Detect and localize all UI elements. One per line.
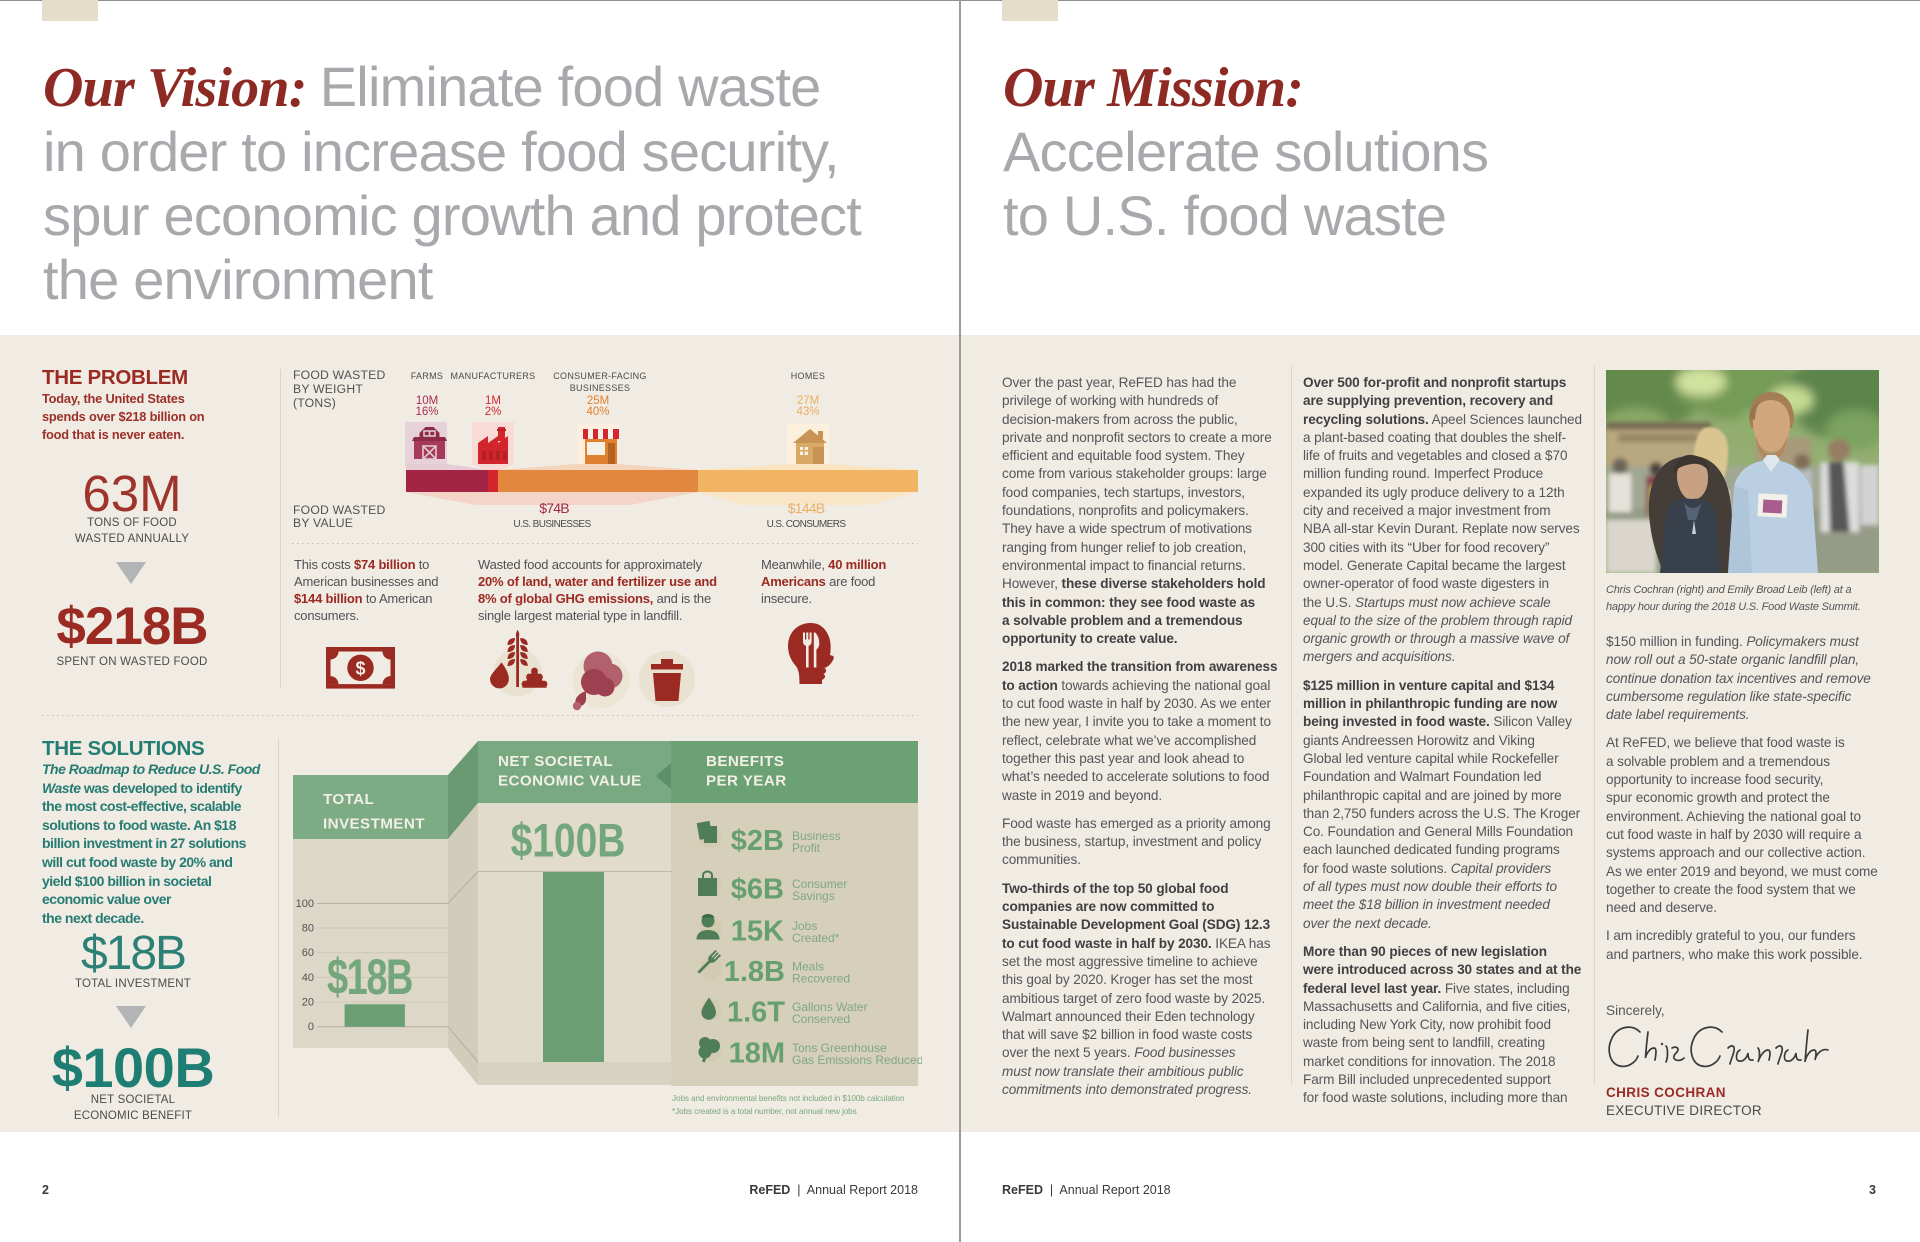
svg-text:1.6T: 1.6T bbox=[727, 997, 785, 1029]
svg-text:ECONOMIC VALUE: ECONOMIC VALUE bbox=[498, 773, 642, 790]
svg-text:NET SOCIETAL: NET SOCIETAL bbox=[498, 753, 613, 770]
svg-text:Jobs: Jobs bbox=[792, 919, 817, 933]
svg-text:TOTAL: TOTAL bbox=[323, 791, 374, 808]
svg-text:15K: 15K bbox=[731, 916, 784, 948]
svg-text:0: 0 bbox=[308, 1021, 314, 1033]
svg-text:20: 20 bbox=[302, 997, 314, 1009]
svg-text:PER YEAR: PER YEAR bbox=[706, 773, 787, 790]
svg-text:40: 40 bbox=[302, 972, 314, 984]
svg-text:Consumer: Consumer bbox=[792, 877, 847, 891]
svg-text:Tons Greenhouse: Tons Greenhouse bbox=[792, 1041, 887, 1055]
svg-text:$6B: $6B bbox=[731, 874, 784, 906]
svg-text:INVESTMENT: INVESTMENT bbox=[323, 815, 425, 832]
svg-text:$: $ bbox=[355, 658, 365, 678]
svg-text:Gallons Water: Gallons Water bbox=[792, 1000, 868, 1014]
svg-text:Meals: Meals bbox=[792, 960, 824, 974]
svg-text:100: 100 bbox=[296, 898, 314, 910]
svg-text:80: 80 bbox=[302, 923, 314, 935]
svg-text:18M: 18M bbox=[729, 1038, 785, 1070]
svg-text:$2B: $2B bbox=[731, 825, 784, 857]
svg-text:Savings: Savings bbox=[792, 889, 835, 903]
svg-text:Recovered: Recovered bbox=[792, 972, 850, 986]
svg-text:Business: Business bbox=[792, 829, 841, 843]
svg-text:Conserved: Conserved bbox=[792, 1012, 850, 1026]
svg-text:Created*: Created* bbox=[792, 931, 840, 945]
svg-text:$18B: $18B bbox=[327, 950, 412, 1005]
svg-text:Gas Emissions Reduced: Gas Emissions Reduced bbox=[792, 1053, 922, 1067]
svg-text:60: 60 bbox=[302, 947, 314, 959]
svg-text:Profit: Profit bbox=[792, 841, 821, 855]
svg-text:1.8B: 1.8B bbox=[724, 956, 785, 988]
svg-text:BENEFITS: BENEFITS bbox=[706, 753, 784, 770]
svg-text:$100B: $100B bbox=[511, 815, 626, 867]
